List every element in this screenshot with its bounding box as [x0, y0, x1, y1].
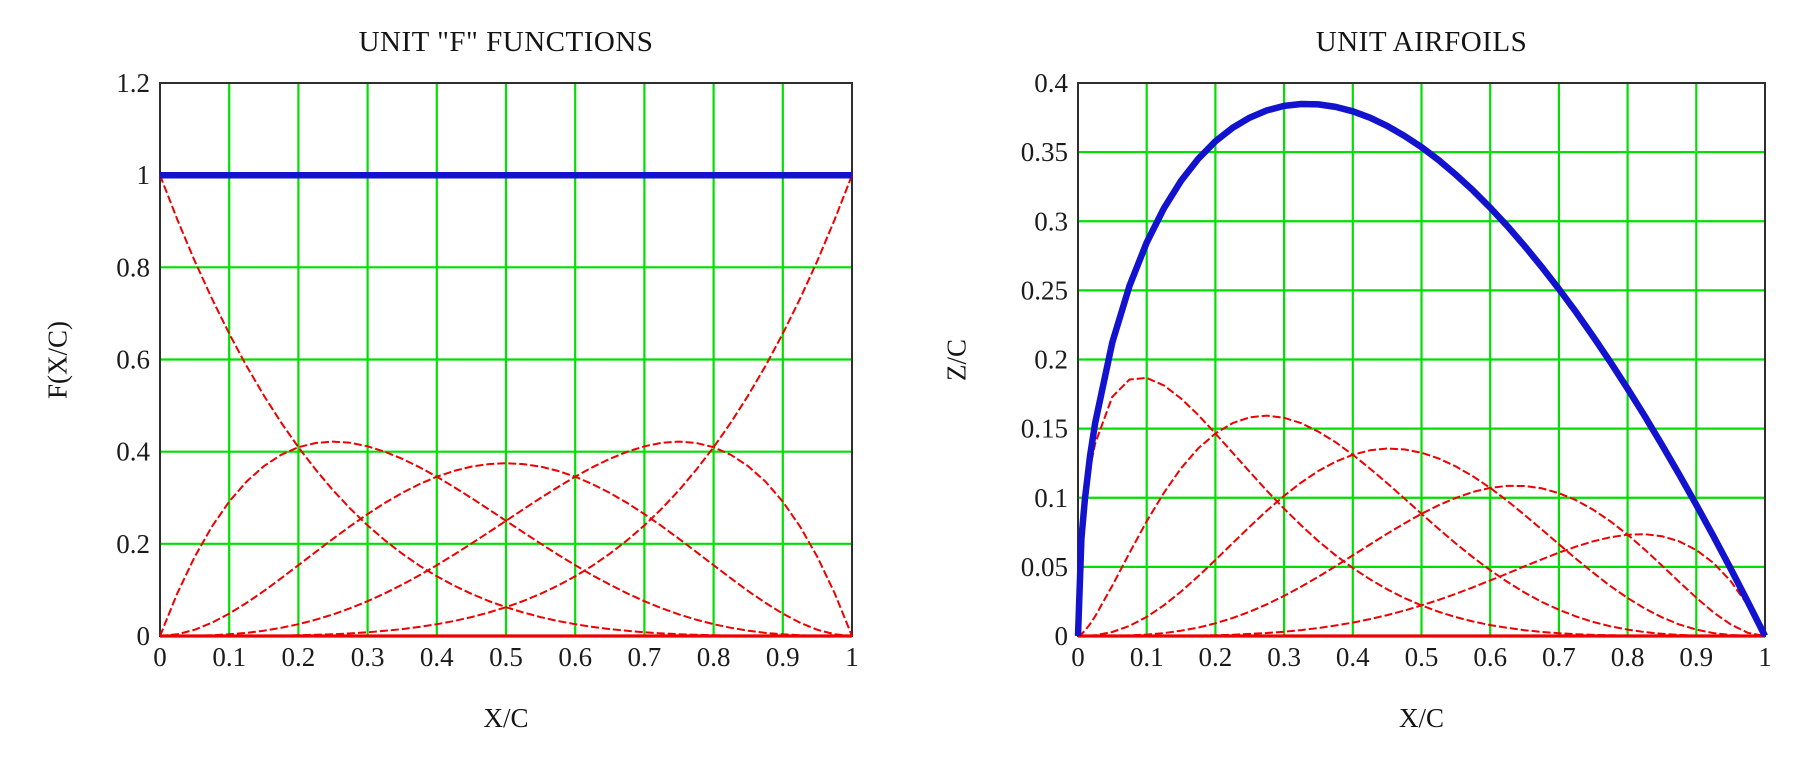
svg-text:0: 0	[137, 621, 151, 651]
svg-text:0.1: 0.1	[1034, 483, 1068, 513]
svg-text:0.1: 0.1	[212, 642, 246, 672]
svg-text:0.8: 0.8	[116, 252, 150, 282]
svg-text:0.3: 0.3	[1034, 206, 1068, 236]
svg-text:0.25: 0.25	[1021, 275, 1068, 305]
svg-text:0.4: 0.4	[420, 642, 454, 672]
svg-text:0.4: 0.4	[1034, 68, 1068, 98]
svg-text:0.2: 0.2	[1199, 642, 1233, 672]
svg-text:0.6: 0.6	[1473, 642, 1507, 672]
svg-text:0.9: 0.9	[766, 642, 800, 672]
chart-title-unit-airfoils: UNIT AIRFOILS	[1315, 26, 1528, 58]
svg-text:1: 1	[1758, 642, 1772, 672]
svg-text:0: 0	[153, 642, 167, 672]
svg-text:0.2: 0.2	[1034, 345, 1068, 375]
svg-text:0.5: 0.5	[489, 642, 523, 672]
x-axis-label-f-functions: X/C	[483, 703, 529, 733]
svg-text:0.35: 0.35	[1021, 137, 1068, 167]
svg-text:0.1: 0.1	[1130, 642, 1164, 672]
svg-text:0: 0	[1071, 642, 1085, 672]
svg-text:0.7: 0.7	[628, 642, 662, 672]
svg-text:0.15: 0.15	[1021, 414, 1068, 444]
svg-text:0.8: 0.8	[1611, 642, 1645, 672]
svg-text:0.4: 0.4	[116, 437, 150, 467]
svg-text:0.9: 0.9	[1679, 642, 1713, 672]
svg-text:0.3: 0.3	[1267, 642, 1301, 672]
svg-text:0: 0	[1055, 621, 1069, 651]
svg-text:1: 1	[137, 160, 151, 190]
svg-text:0.3: 0.3	[351, 642, 385, 672]
svg-text:0.05: 0.05	[1021, 552, 1068, 582]
svg-text:1: 1	[845, 642, 859, 672]
svg-text:0.6: 0.6	[558, 642, 592, 672]
svg-text:0.8: 0.8	[697, 642, 731, 672]
svg-text:1.2: 1.2	[116, 68, 150, 98]
chart-title-f-functions: UNIT "F" FUNCTIONS	[358, 26, 654, 58]
x-axis-label-unit-airfoils: X/C	[1398, 703, 1444, 733]
svg-text:0.7: 0.7	[1542, 642, 1576, 672]
svg-text:0.5: 0.5	[1405, 642, 1439, 672]
svg-text:0.6: 0.6	[116, 345, 150, 375]
svg-text:0.2: 0.2	[282, 642, 316, 672]
svg-text:0.4: 0.4	[1336, 642, 1370, 672]
svg-text:0.2: 0.2	[116, 529, 150, 559]
